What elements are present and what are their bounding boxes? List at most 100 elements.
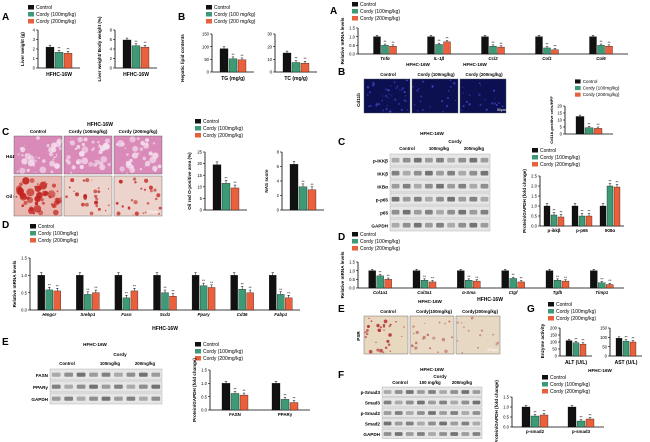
tissue-feature bbox=[399, 89, 401, 91]
y-tick-label: 2 bbox=[277, 193, 280, 198]
blot-band bbox=[402, 222, 411, 228]
data-bar bbox=[435, 44, 443, 55]
legend-label: Cordy (100mg/kg) bbox=[36, 12, 76, 18]
data-bar bbox=[199, 285, 208, 311]
tissue-feature bbox=[424, 322, 426, 324]
x-axis-label: TG (mg/g) bbox=[221, 76, 245, 82]
y-tick-label: 2 bbox=[110, 56, 113, 61]
blot-band bbox=[391, 222, 400, 228]
blot-band bbox=[413, 183, 422, 189]
tissue-feature bbox=[437, 351, 439, 354]
blot-band bbox=[458, 157, 467, 163]
legend-label: Control bbox=[38, 224, 54, 230]
x-axis-label: TC (mg/g) bbox=[284, 76, 308, 82]
y-tick-label: 4 bbox=[33, 28, 36, 33]
tissue-feature bbox=[75, 192, 79, 197]
data-bar bbox=[572, 342, 580, 357]
tissue-feature bbox=[39, 181, 48, 190]
blot-band bbox=[402, 209, 411, 215]
y-axis-label: Liver weight/ Body weight (%) bbox=[97, 16, 102, 82]
significance-mark: ** bbox=[631, 336, 635, 341]
significance-mark: ** bbox=[574, 336, 578, 341]
significance-mark: ** bbox=[475, 275, 479, 280]
blot-lane-label: 200mg/kg bbox=[452, 380, 473, 385]
tissue-feature bbox=[442, 110, 444, 113]
tissue-feature bbox=[158, 212, 161, 215]
blot-band bbox=[405, 400, 414, 405]
tissue-feature bbox=[416, 89, 419, 92]
blot-band bbox=[461, 390, 470, 394]
blot-band bbox=[461, 421, 470, 426]
significance-mark: ** bbox=[587, 209, 591, 214]
blot-band bbox=[425, 209, 433, 215]
data-bar bbox=[45, 46, 55, 69]
y-tick-label: 20 bbox=[557, 104, 562, 109]
blot-band bbox=[76, 384, 86, 389]
tissue-feature bbox=[146, 202, 150, 205]
data-bar bbox=[551, 49, 559, 55]
data-bar bbox=[230, 393, 240, 411]
legend-swatch bbox=[548, 302, 554, 307]
tissue-feature bbox=[460, 109, 463, 111]
y-axis-label: NAS score bbox=[264, 169, 269, 193]
y-tick-label: 0 bbox=[33, 66, 36, 71]
blot-band bbox=[402, 170, 411, 176]
tissue-feature bbox=[104, 138, 110, 144]
data-bar bbox=[545, 270, 554, 289]
tissue-feature bbox=[17, 153, 20, 156]
tissue-feature bbox=[364, 336, 367, 339]
significance-mark: ** bbox=[545, 42, 549, 47]
tissue-feature bbox=[76, 158, 82, 165]
blot-band bbox=[450, 432, 459, 436]
y-tick-label: 0.0 bbox=[21, 308, 27, 313]
blot-band bbox=[428, 390, 436, 394]
tissue-feature bbox=[21, 158, 28, 165]
data-bar bbox=[539, 414, 549, 428]
blot-band bbox=[394, 432, 403, 436]
y-tick-label: 1.5 bbox=[349, 260, 355, 265]
tissue-feature bbox=[415, 330, 419, 335]
tissue-feature bbox=[97, 190, 101, 194]
tissue-feature bbox=[115, 143, 119, 146]
blot-band bbox=[413, 196, 422, 202]
tissue-feature bbox=[69, 140, 76, 146]
column-header: Control bbox=[30, 129, 46, 134]
y-tick-label: 10 bbox=[197, 184, 202, 189]
y-tick-label: 1.0 bbox=[201, 381, 207, 386]
data-bar bbox=[381, 45, 389, 55]
blot-band bbox=[64, 396, 74, 401]
tissue-feature bbox=[95, 197, 99, 201]
blot-band bbox=[436, 170, 444, 176]
tissue-feature bbox=[456, 321, 460, 324]
tissue-feature bbox=[54, 163, 60, 169]
data-bar bbox=[285, 297, 293, 311]
data-bar bbox=[230, 187, 240, 211]
y-tick-label: 0 bbox=[200, 208, 203, 213]
tissue-feature bbox=[19, 167, 26, 174]
y-axis-label: Relative mRNA levels bbox=[340, 17, 345, 64]
y-tick-label: 1.0 bbox=[349, 34, 355, 39]
tissue-feature bbox=[85, 178, 90, 183]
tissue-feature bbox=[152, 152, 159, 159]
tissue-feature bbox=[377, 103, 380, 106]
legend-label: Cordy (100mg/kg) bbox=[360, 9, 400, 15]
data-bar bbox=[373, 36, 381, 55]
legend-label: Cordy (100 mg/kg) bbox=[214, 12, 256, 18]
tissue-feature bbox=[21, 154, 24, 157]
blot-band bbox=[458, 196, 467, 202]
tissue-feature bbox=[81, 157, 89, 165]
tissue-feature bbox=[372, 81, 375, 85]
blot-band bbox=[391, 157, 400, 163]
tissue-feature bbox=[42, 159, 46, 163]
tissue-feature bbox=[91, 148, 94, 152]
blot-band bbox=[425, 196, 433, 202]
tissue-feature bbox=[412, 86, 414, 88]
tissue-feature bbox=[50, 170, 54, 174]
cd11b-micrograph bbox=[459, 78, 507, 114]
tissue-feature bbox=[65, 158, 69, 162]
y-tick-label: 10 bbox=[557, 118, 562, 123]
tissue-feature bbox=[368, 317, 370, 320]
tissue-feature bbox=[375, 103, 378, 106]
legend-swatch bbox=[352, 246, 358, 251]
data-bar bbox=[122, 297, 131, 311]
